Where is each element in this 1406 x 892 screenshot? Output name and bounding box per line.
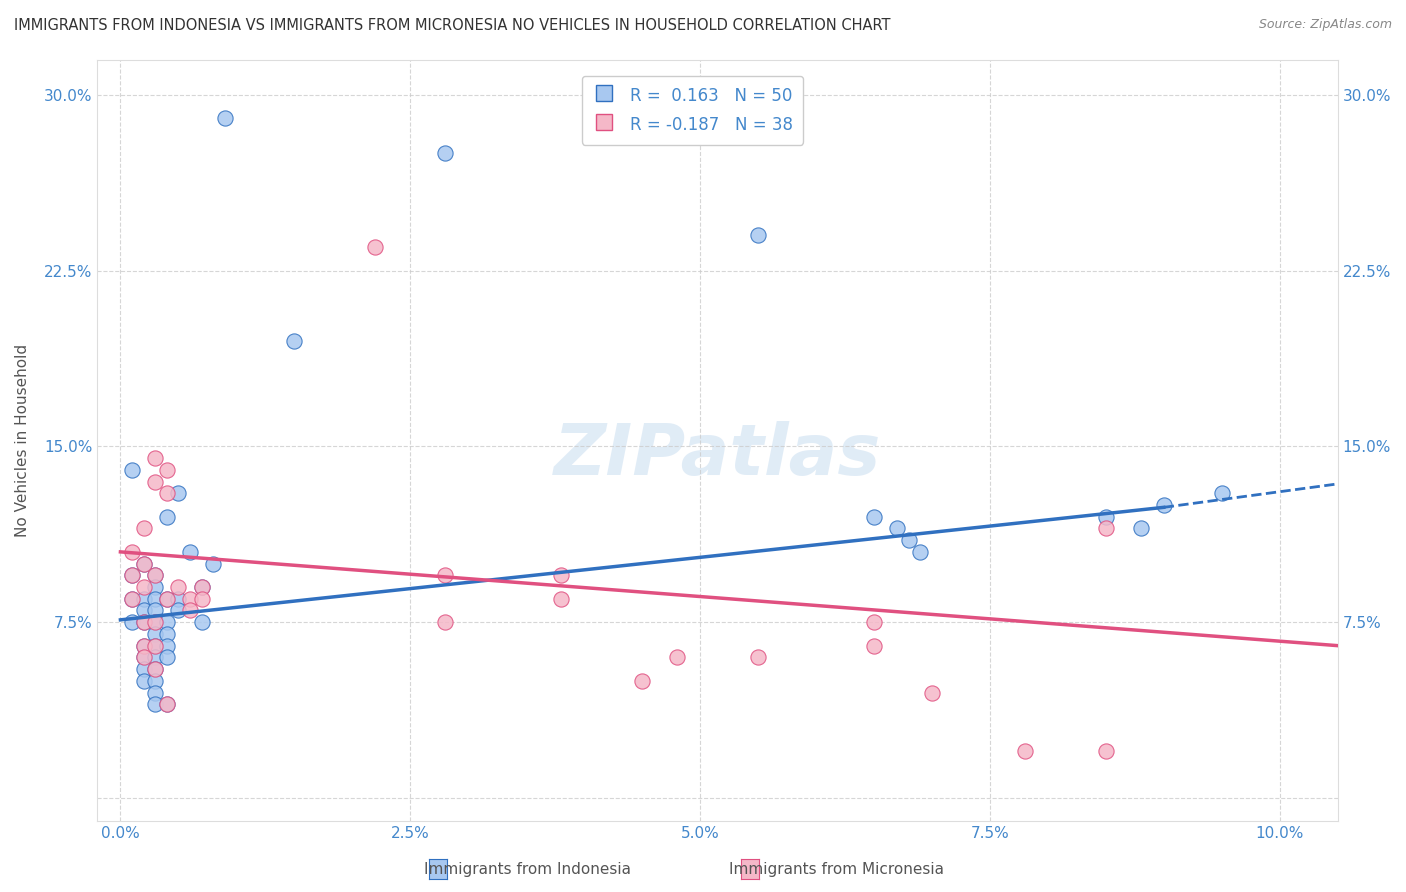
Point xyxy=(132,557,155,571)
Point xyxy=(143,615,166,630)
Point xyxy=(156,698,179,712)
Text: Source: ZipAtlas.com: Source: ZipAtlas.com xyxy=(1258,18,1392,31)
Point xyxy=(132,662,155,676)
Point xyxy=(143,603,166,617)
Point xyxy=(156,591,179,606)
Text: Immigrants from Micronesia: Immigrants from Micronesia xyxy=(730,863,943,877)
Point xyxy=(190,580,212,594)
Point xyxy=(121,591,143,606)
Point xyxy=(143,662,166,676)
Point xyxy=(132,580,155,594)
Point xyxy=(863,615,886,630)
Point xyxy=(143,475,166,489)
Point xyxy=(550,591,572,606)
Point xyxy=(156,639,179,653)
Text: ZIPatlas: ZIPatlas xyxy=(554,421,882,491)
Point xyxy=(921,685,943,699)
Point xyxy=(143,591,166,606)
Point xyxy=(179,545,201,559)
Point xyxy=(132,650,155,665)
Point xyxy=(1094,744,1116,758)
Point xyxy=(156,463,179,477)
Text: Immigrants from Indonesia: Immigrants from Indonesia xyxy=(423,863,631,877)
Point xyxy=(132,615,155,630)
Point xyxy=(132,639,155,653)
Point xyxy=(132,615,155,630)
Point xyxy=(167,580,190,594)
Point xyxy=(179,591,201,606)
Point xyxy=(143,685,166,699)
Point xyxy=(156,650,179,665)
Point xyxy=(143,639,166,653)
Text: IMMIGRANTS FROM INDONESIA VS IMMIGRANTS FROM MICRONESIA NO VEHICLES IN HOUSEHOLD: IMMIGRANTS FROM INDONESIA VS IMMIGRANTS … xyxy=(14,18,890,33)
Point xyxy=(143,580,166,594)
Point xyxy=(283,334,305,348)
Point xyxy=(1129,521,1152,535)
Point xyxy=(132,673,155,688)
Point xyxy=(143,673,166,688)
Point xyxy=(1094,521,1116,535)
Point xyxy=(132,639,155,653)
Point xyxy=(143,698,166,712)
Point xyxy=(863,509,886,524)
Point xyxy=(434,615,457,630)
Point xyxy=(202,557,225,571)
Point xyxy=(863,639,886,653)
Point xyxy=(214,112,236,126)
Point xyxy=(132,603,155,617)
Point xyxy=(747,228,769,243)
Point xyxy=(121,545,143,559)
Point xyxy=(167,486,190,500)
Y-axis label: No Vehicles in Household: No Vehicles in Household xyxy=(15,344,30,537)
Point xyxy=(434,568,457,582)
Point xyxy=(143,639,166,653)
Point xyxy=(1211,486,1233,500)
Point xyxy=(550,568,572,582)
Point xyxy=(434,146,457,161)
Point xyxy=(132,521,155,535)
Legend: R =  0.163   N = 50, R = -0.187   N = 38: R = 0.163 N = 50, R = -0.187 N = 38 xyxy=(582,76,803,145)
Point xyxy=(179,603,201,617)
Point xyxy=(167,603,190,617)
Point xyxy=(143,662,166,676)
Point xyxy=(156,591,179,606)
Point xyxy=(1153,498,1175,512)
Point xyxy=(121,463,143,477)
Point xyxy=(910,545,932,559)
Point xyxy=(121,568,143,582)
Point xyxy=(631,673,654,688)
Point xyxy=(143,451,166,466)
Point xyxy=(1094,509,1116,524)
Point xyxy=(156,486,179,500)
Point xyxy=(156,615,179,630)
Point xyxy=(886,521,908,535)
Point xyxy=(156,627,179,641)
Point xyxy=(132,650,155,665)
Point xyxy=(1014,744,1036,758)
Point xyxy=(190,580,212,594)
Point xyxy=(156,509,179,524)
Point xyxy=(190,591,212,606)
Point xyxy=(132,557,155,571)
Point xyxy=(121,568,143,582)
Point xyxy=(143,627,166,641)
Point xyxy=(132,591,155,606)
Point xyxy=(190,615,212,630)
Point xyxy=(121,615,143,630)
Point xyxy=(143,650,166,665)
Point xyxy=(747,650,769,665)
Point xyxy=(897,533,920,548)
Point xyxy=(364,240,387,254)
Point xyxy=(665,650,688,665)
Point xyxy=(143,615,166,630)
Point xyxy=(167,591,190,606)
Point xyxy=(143,568,166,582)
Point xyxy=(143,568,166,582)
Point xyxy=(121,591,143,606)
Point xyxy=(156,698,179,712)
